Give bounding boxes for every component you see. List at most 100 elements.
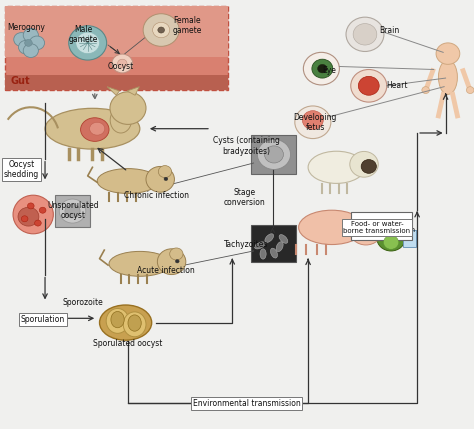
Text: Oocyst
shedding: Oocyst shedding	[4, 160, 39, 179]
Ellipse shape	[438, 60, 457, 94]
Circle shape	[351, 69, 387, 102]
FancyBboxPatch shape	[403, 230, 416, 247]
Ellipse shape	[128, 315, 141, 331]
Circle shape	[153, 22, 170, 38]
Text: Sporozoite: Sporozoite	[63, 298, 103, 307]
Text: Heart: Heart	[386, 82, 408, 90]
Circle shape	[112, 54, 133, 73]
Circle shape	[466, 87, 474, 94]
Text: Stage
conversion: Stage conversion	[223, 187, 265, 207]
Circle shape	[349, 215, 383, 245]
Circle shape	[422, 87, 429, 94]
Text: Female
gamete: Female gamete	[173, 16, 202, 36]
FancyBboxPatch shape	[5, 6, 228, 90]
Text: Merogony: Merogony	[7, 24, 45, 32]
Ellipse shape	[109, 251, 171, 276]
Ellipse shape	[255, 242, 265, 249]
Text: Gut: Gut	[10, 76, 30, 86]
Circle shape	[27, 203, 34, 209]
Ellipse shape	[100, 305, 152, 340]
Text: Oocyst: Oocyst	[108, 62, 134, 71]
Circle shape	[383, 236, 399, 249]
Ellipse shape	[123, 312, 146, 337]
Text: Male
gamete: Male gamete	[68, 24, 98, 44]
Ellipse shape	[265, 234, 273, 242]
Circle shape	[18, 40, 34, 54]
Polygon shape	[107, 87, 119, 95]
Circle shape	[157, 249, 186, 275]
Ellipse shape	[13, 195, 53, 234]
Text: Unsporulated
oocyst: Unsporulated oocyst	[48, 200, 99, 220]
Ellipse shape	[367, 228, 380, 236]
FancyBboxPatch shape	[5, 6, 228, 57]
Circle shape	[158, 27, 164, 33]
Circle shape	[350, 151, 378, 177]
Circle shape	[158, 166, 172, 178]
Circle shape	[358, 76, 379, 95]
Circle shape	[14, 33, 29, 46]
Circle shape	[312, 59, 333, 78]
Text: Developing
fetus: Developing fetus	[293, 112, 337, 132]
Text: Eye: Eye	[322, 66, 337, 75]
Circle shape	[175, 260, 179, 263]
Circle shape	[65, 204, 80, 218]
Circle shape	[110, 92, 146, 124]
Circle shape	[318, 64, 327, 73]
Ellipse shape	[271, 248, 277, 258]
Text: Acute infection: Acute infection	[137, 266, 195, 275]
Ellipse shape	[276, 242, 283, 251]
Ellipse shape	[81, 118, 109, 142]
FancyBboxPatch shape	[351, 212, 412, 240]
Ellipse shape	[106, 308, 129, 333]
FancyBboxPatch shape	[251, 135, 296, 174]
Text: Food- or water-
borne transmission: Food- or water- borne transmission	[348, 220, 415, 233]
Polygon shape	[127, 87, 139, 95]
Circle shape	[257, 139, 291, 169]
FancyBboxPatch shape	[5, 75, 228, 90]
Ellipse shape	[308, 151, 365, 184]
Circle shape	[378, 226, 395, 242]
Ellipse shape	[111, 311, 124, 328]
Circle shape	[353, 24, 377, 45]
Circle shape	[18, 207, 39, 226]
Circle shape	[23, 28, 38, 42]
Circle shape	[302, 111, 323, 130]
Ellipse shape	[90, 122, 105, 135]
Ellipse shape	[110, 107, 131, 133]
Circle shape	[21, 216, 28, 222]
Circle shape	[143, 14, 179, 46]
Circle shape	[346, 17, 384, 51]
Ellipse shape	[260, 249, 266, 259]
Circle shape	[295, 106, 331, 139]
Circle shape	[436, 43, 460, 64]
Text: Brain: Brain	[379, 26, 400, 34]
Circle shape	[76, 32, 100, 54]
Text: Food- or water-
borne transmission: Food- or water- borne transmission	[343, 221, 410, 234]
Circle shape	[377, 225, 405, 251]
Circle shape	[146, 166, 174, 192]
Ellipse shape	[45, 109, 140, 149]
Circle shape	[264, 146, 283, 163]
Text: Sporulation: Sporulation	[20, 315, 65, 324]
Text: Tachyzoites: Tachyzoites	[224, 240, 269, 249]
Circle shape	[389, 227, 403, 240]
Text: Environmental transmission: Environmental transmission	[192, 399, 301, 408]
Circle shape	[164, 177, 168, 181]
FancyBboxPatch shape	[55, 195, 90, 227]
Circle shape	[69, 26, 107, 60]
Circle shape	[25, 39, 32, 46]
Circle shape	[361, 160, 376, 173]
Circle shape	[39, 207, 46, 213]
Ellipse shape	[97, 169, 159, 193]
Circle shape	[35, 220, 41, 226]
Text: Chronic infection: Chronic infection	[124, 191, 189, 199]
Circle shape	[170, 248, 183, 260]
FancyBboxPatch shape	[251, 225, 296, 262]
Circle shape	[23, 44, 38, 57]
Text: Sporulated oocyst: Sporulated oocyst	[93, 339, 163, 347]
Ellipse shape	[299, 210, 365, 245]
Circle shape	[118, 59, 127, 68]
Text: Cysts (containing
bradyzoites): Cysts (containing bradyzoites)	[213, 136, 280, 156]
Ellipse shape	[279, 235, 288, 243]
Circle shape	[29, 36, 45, 50]
